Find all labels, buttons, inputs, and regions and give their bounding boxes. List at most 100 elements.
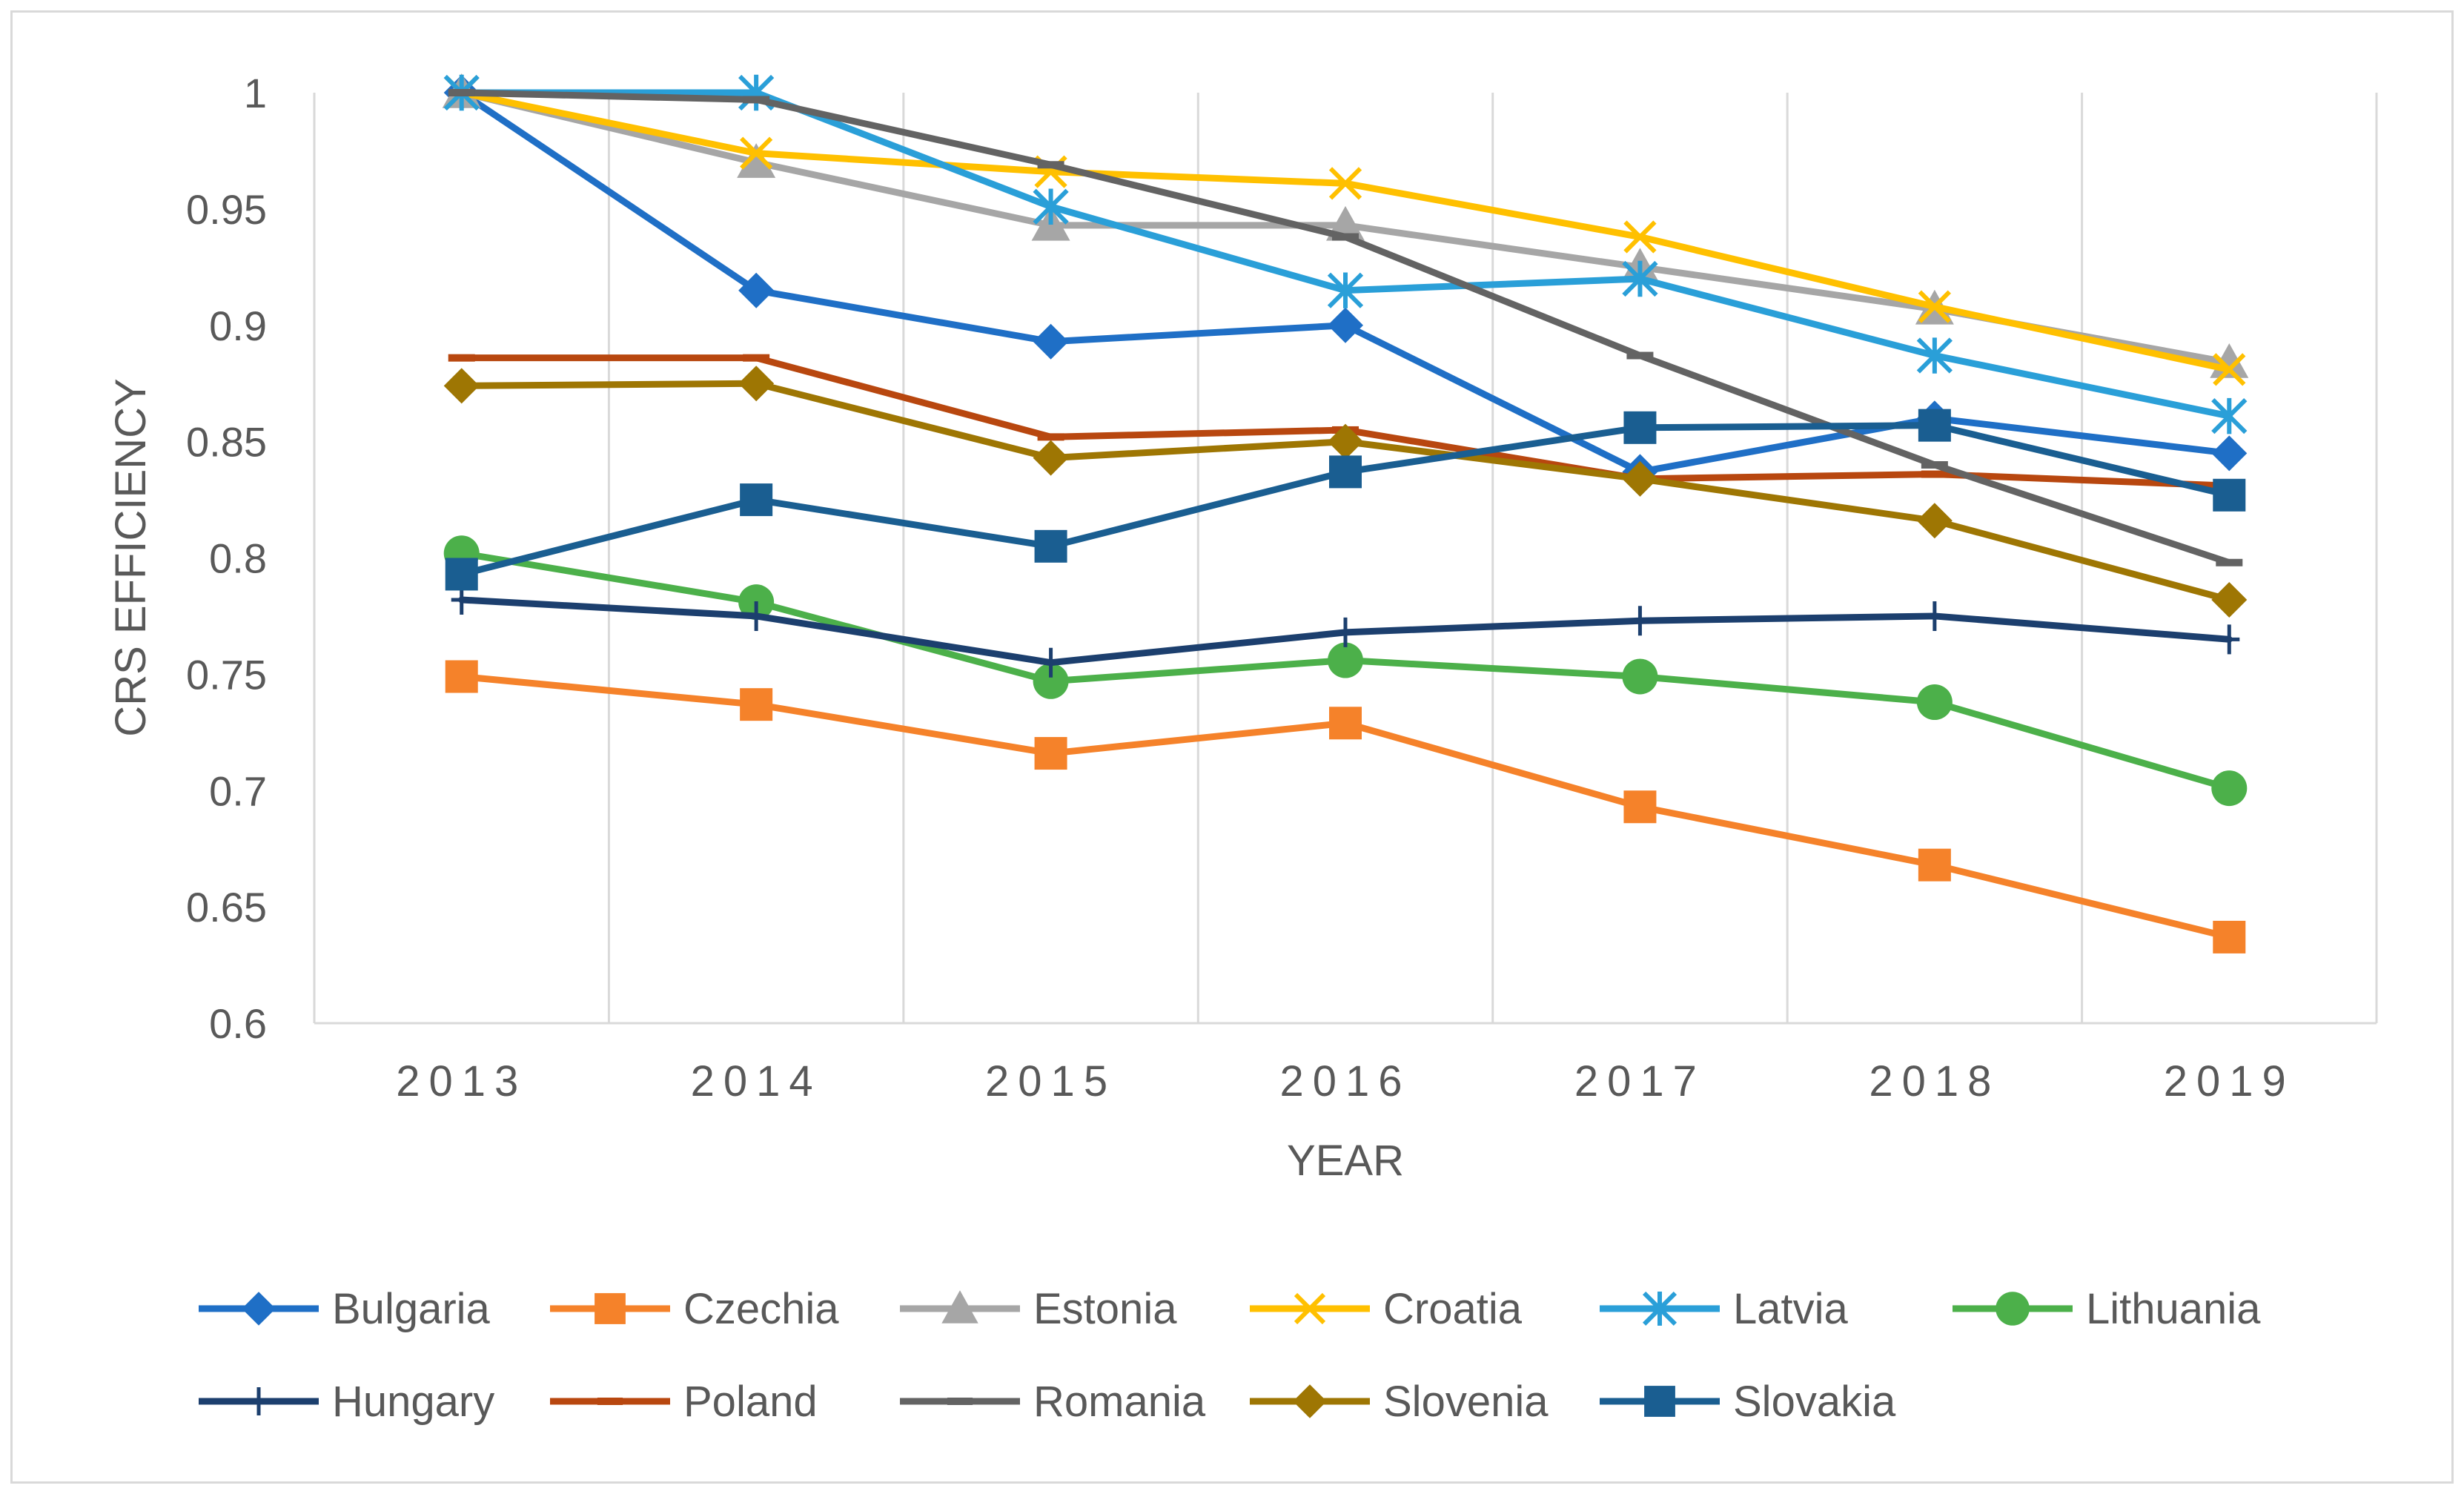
legend-swatch-marker <box>1644 1386 1675 1417</box>
data-point-poland <box>743 354 770 362</box>
data-point-hungary <box>1629 606 1651 636</box>
data-point-czechia <box>1034 737 1067 770</box>
series-latvia <box>443 74 2248 434</box>
data-point-czechia <box>445 660 478 693</box>
data-point-romania <box>1921 461 1948 469</box>
x-tick-label: 2018 <box>1869 1057 2000 1105</box>
data-point-estonia <box>737 143 776 178</box>
y-tick-label: 0.6 <box>209 1000 267 1047</box>
series-czechia <box>445 660 2246 953</box>
data-point-bulgaria <box>2211 435 2248 472</box>
y-tick-label: 0.7 <box>209 767 267 814</box>
y-tick-label: 0.85 <box>186 419 267 466</box>
data-point-lithuania <box>2211 770 2248 807</box>
data-point-poland <box>1037 433 1064 441</box>
legend-label: Slovenia <box>1383 1378 1549 1426</box>
data-point-slovenia <box>738 366 775 402</box>
data-point-latvia <box>2211 397 2248 434</box>
series-slovenia <box>443 366 2248 618</box>
legend-swatch-marker <box>248 1387 269 1415</box>
data-point-latvia <box>1622 260 1658 297</box>
x-tick-label: 2016 <box>1279 1057 1411 1105</box>
legend-item-poland: Poland <box>550 1378 818 1426</box>
legend-swatch-marker <box>595 1293 626 1324</box>
data-point-latvia <box>1327 272 1364 308</box>
series-lithuania <box>443 535 2248 807</box>
data-point-hungary <box>1924 601 1945 631</box>
data-point-hungary <box>1040 647 1062 678</box>
legend-label: Czechia <box>683 1285 839 1333</box>
data-point-bulgaria <box>1033 323 1069 360</box>
legend-item-estonia: Estonia <box>900 1285 1177 1333</box>
legend-item-bulgaria: Bulgaria <box>199 1285 491 1333</box>
legend-item-lithuania: Lithuania <box>1953 1285 2261 1333</box>
data-point-latvia <box>1033 188 1069 225</box>
y-tick-label: 0.75 <box>186 651 267 698</box>
legend-item-croatia: Croatia <box>1250 1285 1523 1333</box>
legend-label: Bulgaria <box>332 1285 491 1333</box>
data-point-bulgaria <box>738 272 775 308</box>
series-romania <box>448 89 2243 566</box>
y-tick-label: 0.95 <box>186 186 267 233</box>
data-point-romania <box>1332 233 1359 241</box>
series-slovakia <box>445 409 2246 591</box>
legend-label: Latvia <box>1733 1285 1849 1333</box>
data-point-czechia <box>1918 848 1951 882</box>
data-point-hungary <box>2219 624 2240 655</box>
data-point-slovakia <box>445 558 478 591</box>
legend-item-czechia: Czechia <box>550 1285 839 1333</box>
y-tick-label: 1 <box>244 70 267 116</box>
y-axis-title: CRS EFFICIENCY <box>107 378 155 736</box>
series-layer <box>442 73 2249 953</box>
data-point-czechia <box>740 688 773 721</box>
data-point-latvia <box>1916 337 1953 374</box>
data-point-romania <box>1626 351 1654 360</box>
data-point-romania <box>743 96 770 104</box>
y-tick-label: 0.9 <box>209 303 267 349</box>
data-point-czechia <box>1329 707 1362 740</box>
legend-item-hungary: Hungary <box>199 1378 494 1426</box>
data-point-slovakia <box>1329 455 1362 489</box>
data-point-slovakia <box>1918 409 1951 442</box>
data-point-slovakia <box>2213 478 2246 512</box>
data-point-slovenia <box>1328 423 1363 460</box>
legend-swatch-marker <box>597 1398 623 1405</box>
legend-label: Croatia <box>1383 1285 1523 1333</box>
legend-label: Poland <box>683 1378 818 1426</box>
data-point-slovakia <box>740 483 773 517</box>
legend-item-latvia: Latvia <box>1600 1285 1849 1333</box>
data-point-bulgaria <box>1328 307 1363 343</box>
legend: Bulgaria Czechia Estonia Croatia Latvia Lithu… <box>199 1285 2261 1426</box>
data-point-romania <box>2216 558 2243 566</box>
data-point-croatia <box>740 136 773 170</box>
legend-item-slovakia: Slovakia <box>1600 1378 1896 1426</box>
axis-layer: CRS EFFICIENCY YEAR 0.6 0.65 0.7 0.75 0.8 0.8… <box>107 70 2295 1185</box>
x-tick-label: 2017 <box>1574 1057 1706 1105</box>
data-point-croatia <box>1328 167 1362 200</box>
data-point-romania <box>448 89 475 96</box>
grid-layer <box>313 93 2378 1025</box>
legend-swatch-marker <box>941 1290 978 1323</box>
legend-label: Hungary <box>332 1378 494 1426</box>
x-tick-label: 2013 <box>396 1057 527 1105</box>
y-tick-label: 0.65 <box>186 884 267 931</box>
legend-swatch-marker <box>947 1398 973 1405</box>
data-point-hungary <box>746 601 767 631</box>
data-point-slovenia <box>443 368 480 404</box>
legend-swatch-marker <box>1642 1291 1678 1326</box>
data-point-lithuania <box>1033 663 1069 699</box>
legend-swatch-marker <box>1996 1292 2030 1326</box>
legend-swatch-marker <box>1293 1384 1327 1418</box>
data-point-slovakia <box>1623 411 1657 444</box>
x-tick-label: 2019 <box>2164 1057 2295 1105</box>
data-point-romania <box>1037 161 1064 169</box>
data-point-croatia <box>1623 220 1657 254</box>
data-point-slovenia <box>1916 503 1953 539</box>
legend-label: Slovakia <box>1733 1378 1896 1426</box>
data-point-lithuania <box>1916 684 1953 721</box>
data-point-czechia <box>1623 790 1657 824</box>
data-point-lithuania <box>1328 642 1363 678</box>
data-point-lithuania <box>1622 658 1658 695</box>
series-hungary <box>451 584 2240 678</box>
legend-swatch-marker <box>1294 1292 1326 1325</box>
